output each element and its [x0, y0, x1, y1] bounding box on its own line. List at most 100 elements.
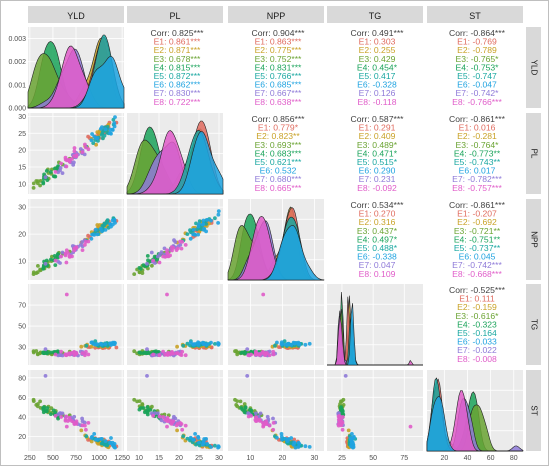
y-tick-label: 30	[18, 205, 26, 212]
scatter-point-pl-vs-yld	[45, 178, 50, 183]
scatter-point-st-vs-yld	[49, 406, 54, 411]
scatter-point-tg-vs-pl	[171, 351, 176, 356]
scatter-point-npp-vs-yld	[53, 258, 58, 263]
scatter-point-st-vs-yld	[58, 411, 62, 416]
scatter-point-st-vs-yld	[42, 405, 46, 410]
scatter-point-pl-vs-yld	[31, 186, 36, 190]
scatter-point-tg-vs-pl	[175, 344, 180, 349]
scatter-point-st-vs-tg	[336, 423, 341, 428]
corr-group-label: E5: 0.488*	[357, 243, 398, 253]
scatter-point-st-vs-pl	[205, 442, 210, 446]
scatter-point-npp-vs-pl	[196, 232, 201, 237]
corr-group-label: E1: 0.016	[459, 123, 496, 133]
y-tick-label: 10	[18, 181, 26, 188]
scatter-point-st-vs-npp	[275, 435, 279, 440]
scatter-point-pl-vs-yld	[83, 142, 87, 147]
corr-overall-label: Corr: -0.861***	[449, 114, 506, 124]
corr-group-label: E8: -0.008	[457, 354, 497, 364]
scatter-point-tg-vs-npp	[289, 343, 294, 347]
y-tick-label: 30	[18, 345, 26, 352]
x-tick-label: 750	[70, 455, 82, 462]
scatter-point-tg-vs-yld	[93, 342, 98, 347]
scatter-point-tg-vs-npp	[257, 353, 262, 357]
corr-group-label: E2: 0.255	[359, 45, 396, 55]
scatter-point-tg-vs-pl	[191, 342, 196, 347]
scatter-point-tg-vs-npp	[303, 342, 308, 347]
scatter-point-pl-vs-yld	[31, 181, 36, 186]
corr-group-label: E7: 0.830***	[154, 88, 201, 98]
scatter-point-tg-vs-pl	[180, 349, 185, 354]
scatter-point-st-vs-pl	[181, 434, 186, 439]
corr-group-label: E3: 0.489*	[357, 140, 398, 150]
scatter-point-tg-vs-yld	[42, 351, 46, 356]
corr-group-label: E2: -0.281	[457, 131, 497, 141]
scatter-point-npp-vs-pl	[196, 224, 201, 229]
scatter-point-st-vs-yld	[59, 415, 63, 419]
scatter-point-npp-vs-pl	[166, 254, 171, 259]
scatter-point-tg-vs-pl	[175, 351, 180, 356]
scatter-point-st-vs-tg	[349, 437, 353, 442]
scatter-point-npp-vs-pl	[209, 218, 213, 223]
panel-bg-npp-tg	[327, 199, 423, 280]
scatter-point-st-vs-yld	[53, 414, 58, 418]
scatter-point-st-vs-tg	[341, 415, 345, 419]
y-tick-label: 20	[18, 148, 26, 155]
y-tick-label: 20	[18, 232, 26, 239]
scatter-point-st-vs-yld	[36, 402, 40, 406]
x-tick-label: 20	[279, 455, 287, 462]
scatter-point-st-vs-pl	[156, 411, 160, 416]
scatter-point-npp-vs-pl	[165, 248, 169, 253]
scatter-point-st-vs-pl	[183, 423, 188, 428]
corr-group-label: E3: 0.693***	[255, 140, 302, 150]
scatter-point-npp-vs-yld	[63, 251, 68, 256]
col-strip-label: NPP	[267, 11, 286, 21]
col-strip-pl	[127, 6, 223, 23]
scatter-point-npp-vs-pl	[185, 232, 190, 237]
scatter-point-st-vs-pl	[193, 432, 198, 436]
y-tick-label: 20	[18, 434, 26, 441]
col-strip-npp	[228, 6, 324, 23]
corr-group-label: E8: 0.665***	[255, 183, 302, 193]
scatter-point-st-vs-npp	[267, 423, 272, 428]
corr-group-label: E2: -0.159	[457, 302, 497, 312]
corr-overall-label: Corr: 0.856***	[251, 114, 305, 124]
scatter-point-npp-vs-pl	[151, 258, 156, 263]
scatter-point-st-vs-yld	[53, 410, 58, 415]
corr-group-label: E8: 0.722***	[154, 97, 201, 107]
row-strip-st	[526, 370, 541, 451]
scatter-point-pl-vs-yld	[84, 145, 88, 150]
scatter-point-npp-vs-yld	[31, 270, 36, 275]
scatter-point-npp-vs-pl	[188, 228, 192, 233]
corr-group-label: E3: -0.616*	[456, 311, 500, 321]
scatter-point-tg-vs-yld	[103, 342, 108, 346]
scatter-point-pl-vs-yld	[103, 127, 108, 132]
x-tick-label: 25	[195, 455, 203, 462]
y-tick-label: 15	[18, 165, 26, 172]
corr-group-label: E5: -0.164	[457, 328, 497, 338]
row-strip-npp	[526, 199, 541, 280]
x-tick-label: 40	[464, 455, 472, 462]
scatter-point-pl-vs-yld	[102, 133, 107, 138]
row-strip-label: TG	[529, 319, 538, 330]
scatter-point-st-vs-pl	[145, 405, 150, 410]
x-tick-label: 60	[487, 455, 495, 462]
scatter-point-st-vs-pl	[145, 374, 149, 378]
scatter-point-npp-vs-yld	[64, 260, 69, 265]
scatter-point-st-vs-pl	[137, 407, 142, 412]
scatter-point-st-vs-npp	[280, 437, 284, 442]
corr-group-label: E1: 0.111	[459, 294, 495, 304]
scatter-point-pl-vs-yld	[91, 141, 96, 146]
scatter-point-st-vs-npp	[279, 434, 284, 439]
corr-overall-label: Corr: -0.525***	[449, 285, 506, 295]
scatter-point-pl-vs-yld	[112, 121, 117, 125]
scatter-point-st-vs-npp	[249, 414, 254, 418]
scatter-point-tg-vs-pl	[165, 292, 169, 297]
scatter-point-st-vs-pl	[180, 427, 185, 432]
y-tick-label: 60	[18, 395, 26, 402]
scatter-point-pl-vs-yld	[71, 163, 76, 167]
col-strip-label: TG	[369, 11, 382, 21]
scatter-point-st-vs-yld	[56, 416, 60, 421]
scatter-point-st-vs-yld	[42, 408, 46, 412]
corr-group-label: E5: -0.743**	[454, 157, 501, 167]
corr-group-label: E2: 0.823**	[256, 131, 300, 141]
